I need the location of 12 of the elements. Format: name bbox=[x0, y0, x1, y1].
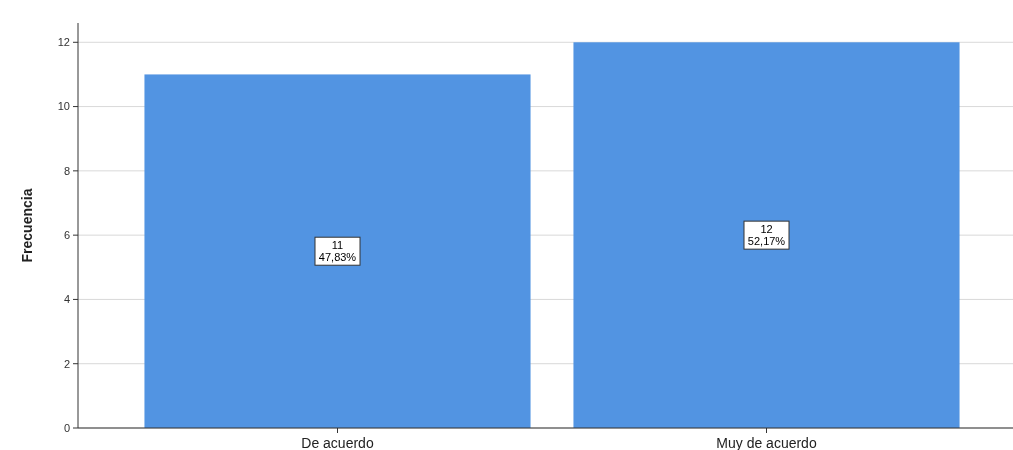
y-tick-label: 8 bbox=[63, 164, 70, 177]
y-tick-label: 2 bbox=[63, 357, 70, 370]
y-tick-label: 10 bbox=[57, 100, 70, 113]
y-tick-label: 12 bbox=[57, 36, 70, 49]
x-tick-label: De acuerdo bbox=[301, 435, 374, 450]
y-tick-label: 4 bbox=[63, 293, 70, 306]
y-tick-label: 6 bbox=[63, 228, 70, 241]
x-tick-label: Muy de acuerdo bbox=[716, 435, 817, 450]
data-label: 11 47,83% bbox=[318, 239, 357, 264]
y-axis-title: Frecuencia bbox=[19, 188, 35, 263]
data-label: 12 52,17% bbox=[747, 223, 786, 248]
y-tick-label: 0 bbox=[63, 421, 70, 434]
